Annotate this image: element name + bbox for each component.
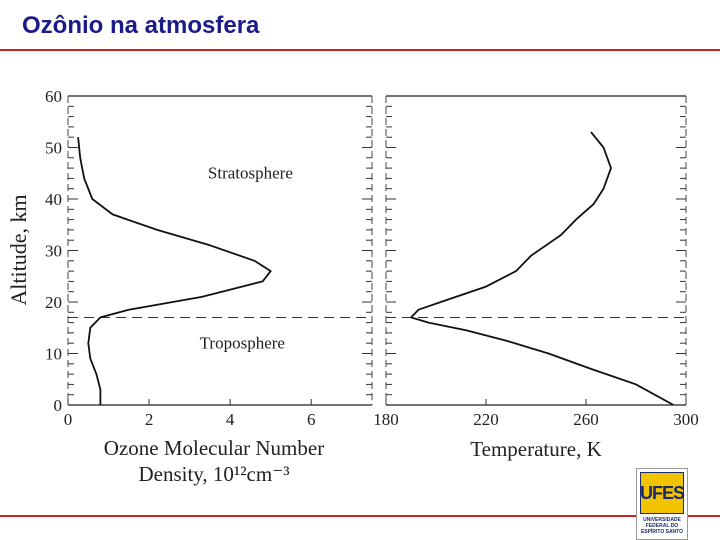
slide-title: Ozônio na atmosfera [22, 12, 260, 39]
data-curve [410, 131, 674, 406]
temperature-plot: 180 220 260 300 Temperature, K [373, 95, 699, 461]
x-tick-label: 300 [673, 410, 699, 429]
y-tick-label: 20 [45, 293, 62, 312]
logo-mark: UFES [640, 472, 685, 514]
y-tick-label: 30 [45, 242, 62, 261]
x-axis-label-line: Density, 10¹²cm⁻³ [138, 462, 289, 486]
region-label: Stratosphere [208, 163, 293, 182]
title-divider [0, 49, 720, 51]
x-tick-label: 220 [473, 410, 499, 429]
footer-divider [0, 515, 720, 517]
data-curve [77, 137, 272, 405]
y-tick-label: 0 [54, 396, 63, 415]
x-tick-label: 2 [145, 410, 154, 429]
y-tick-label: 40 [45, 190, 62, 209]
logo-caption: UNIVERSIDADE FEDERAL DO ESPÍRITO SANTO [640, 517, 684, 535]
x-tick-label: 6 [307, 410, 316, 429]
x-axis-label-line: Ozone Molecular Number [104, 436, 324, 460]
x-tick-label: 0 [64, 410, 73, 429]
x-tick-label: 260 [573, 410, 599, 429]
region-label: Troposphere [200, 333, 285, 352]
x-axis-label: Temperature, K [470, 437, 601, 461]
y-tick-label: 10 [45, 345, 62, 364]
university-logo: UFES UNIVERSIDADE FEDERAL DO ESPÍRITO SA… [636, 468, 688, 540]
y-axis-label: Altitude, km [6, 194, 31, 305]
x-tick-label: 4 [226, 410, 235, 429]
y-tick-label: 60 [45, 87, 62, 106]
y-tick-label: 50 [45, 139, 62, 158]
x-tick-label: 180 [373, 410, 399, 429]
